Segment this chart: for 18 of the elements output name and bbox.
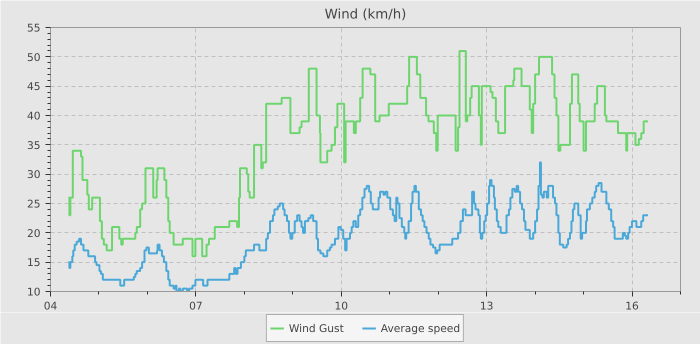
x-tick-label: 13 — [480, 300, 494, 312]
x-tick-label: 07 — [189, 300, 203, 312]
y-tick-label: 50 — [26, 50, 41, 64]
chart-title: Wind (km/h) — [324, 8, 406, 22]
x-tick-label: 10 — [334, 300, 348, 312]
y-tick-label: 30 — [26, 168, 41, 182]
x-tick-label: 04 — [44, 300, 58, 312]
legend-label: Average speed — [380, 322, 460, 334]
x-tick-label: 16 — [625, 300, 640, 312]
y-tick-label: 15 — [26, 256, 41, 270]
y-tick-label: 55 — [26, 22, 41, 34]
y-tick-label: 25 — [26, 198, 41, 210]
y-tick-label: 10 — [26, 286, 41, 298]
y-tick-label: 45 — [26, 80, 41, 94]
y-tick-label: 40 — [26, 110, 41, 122]
y-tick-label: 35 — [26, 138, 41, 152]
legend-label: Wind Gust — [288, 322, 344, 334]
y-tick-label: 20 — [26, 226, 41, 240]
